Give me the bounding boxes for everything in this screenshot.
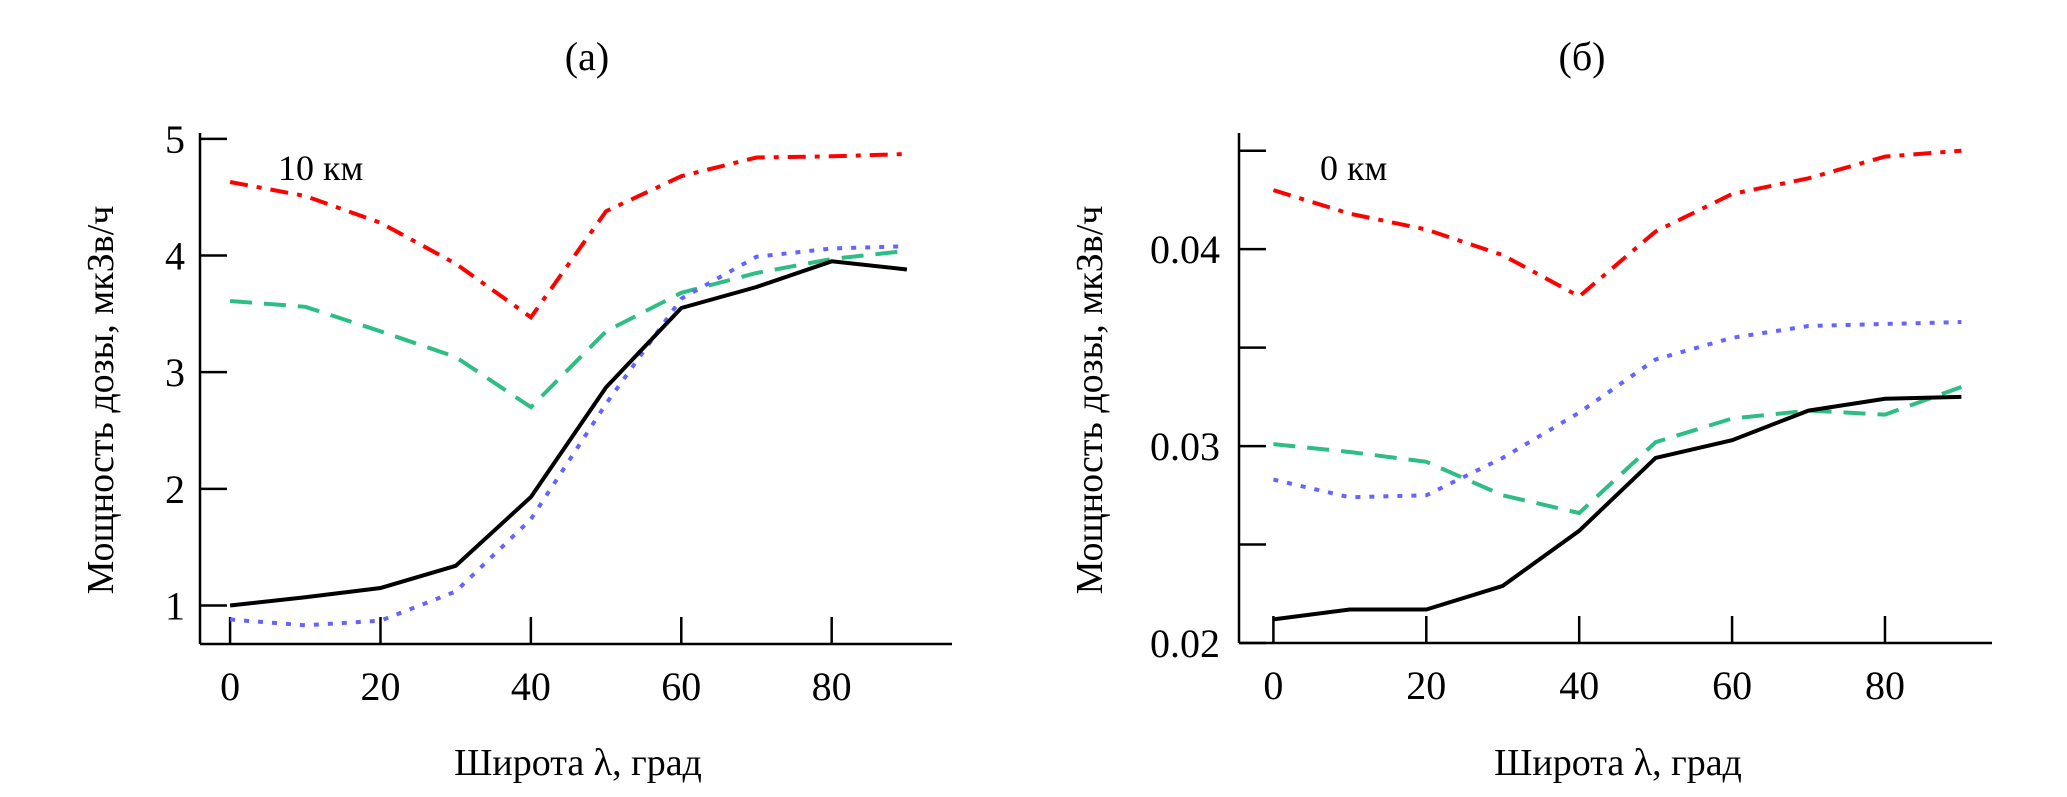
x-tick-label: 20 xyxy=(1406,663,1446,708)
series-line-green-dashed xyxy=(229,248,908,410)
series-line-red-dashdot xyxy=(229,152,907,321)
y-tick-label: 4 xyxy=(165,234,185,279)
ticks: 0 20 40 60 80 1 2 3 4 5 xyxy=(165,117,852,709)
y-axis-title: Мощность дозы, мкЗв/ч xyxy=(1069,206,1111,595)
series-lines xyxy=(229,152,908,628)
x-tick-label: 60 xyxy=(661,664,701,709)
altitude-annotation: 10 км xyxy=(278,148,363,188)
y-tick-label: 2 xyxy=(165,467,185,512)
y-tick-label: 0.02 xyxy=(1150,621,1220,666)
ticks: 0 20 40 60 80 0.02 0.03 0.04 xyxy=(1150,149,1905,708)
y-tick-label: 0.03 xyxy=(1150,424,1220,469)
x-tick-label: 40 xyxy=(511,664,551,709)
y-axis-title: Мощность дозы, мкЗв/ч xyxy=(80,206,122,595)
panel-title: (a) xyxy=(565,34,609,79)
y-tick-label: 1 xyxy=(165,584,185,629)
x-tick-label: 60 xyxy=(1712,663,1752,708)
y-tick-label: 0.04 xyxy=(1150,227,1220,272)
panel-title: (б) xyxy=(1559,34,1606,79)
series-line-black-solid xyxy=(229,259,908,608)
x-axis-title: Широта λ, град xyxy=(1494,742,1742,784)
series-line-blue-dotted xyxy=(1272,320,1962,500)
x-tick-label: 80 xyxy=(812,664,852,709)
y-tick-label: 3 xyxy=(165,350,185,395)
x-tick-label: 40 xyxy=(1559,663,1599,708)
series-line-blue-dotted xyxy=(229,244,907,628)
axes xyxy=(198,133,952,646)
x-tick-label: 0 xyxy=(220,664,240,709)
series-lines xyxy=(1272,148,1963,622)
x-tick-label: 80 xyxy=(1865,663,1905,708)
series-line-red-dashdot xyxy=(1272,148,1962,299)
x-tick-label: 20 xyxy=(360,664,400,709)
chart-panel-b: (б) 0 км Мощность дозы, мкЗв/ч Широта λ,… xyxy=(1069,34,1992,784)
x-tick-label: 0 xyxy=(1263,663,1283,708)
axes xyxy=(1237,133,1992,645)
y-tick-label: 5 xyxy=(165,117,185,162)
chart-panel-a: (a) 10 км Мощность дозы, мкЗв/ч Широта λ… xyxy=(80,34,952,784)
x-axis-title: Широта λ, град xyxy=(454,742,702,784)
series-line-black-solid xyxy=(1273,394,1962,622)
altitude-annotation: 0 км xyxy=(1320,148,1387,188)
series-line-green-dashed xyxy=(1273,385,1963,516)
